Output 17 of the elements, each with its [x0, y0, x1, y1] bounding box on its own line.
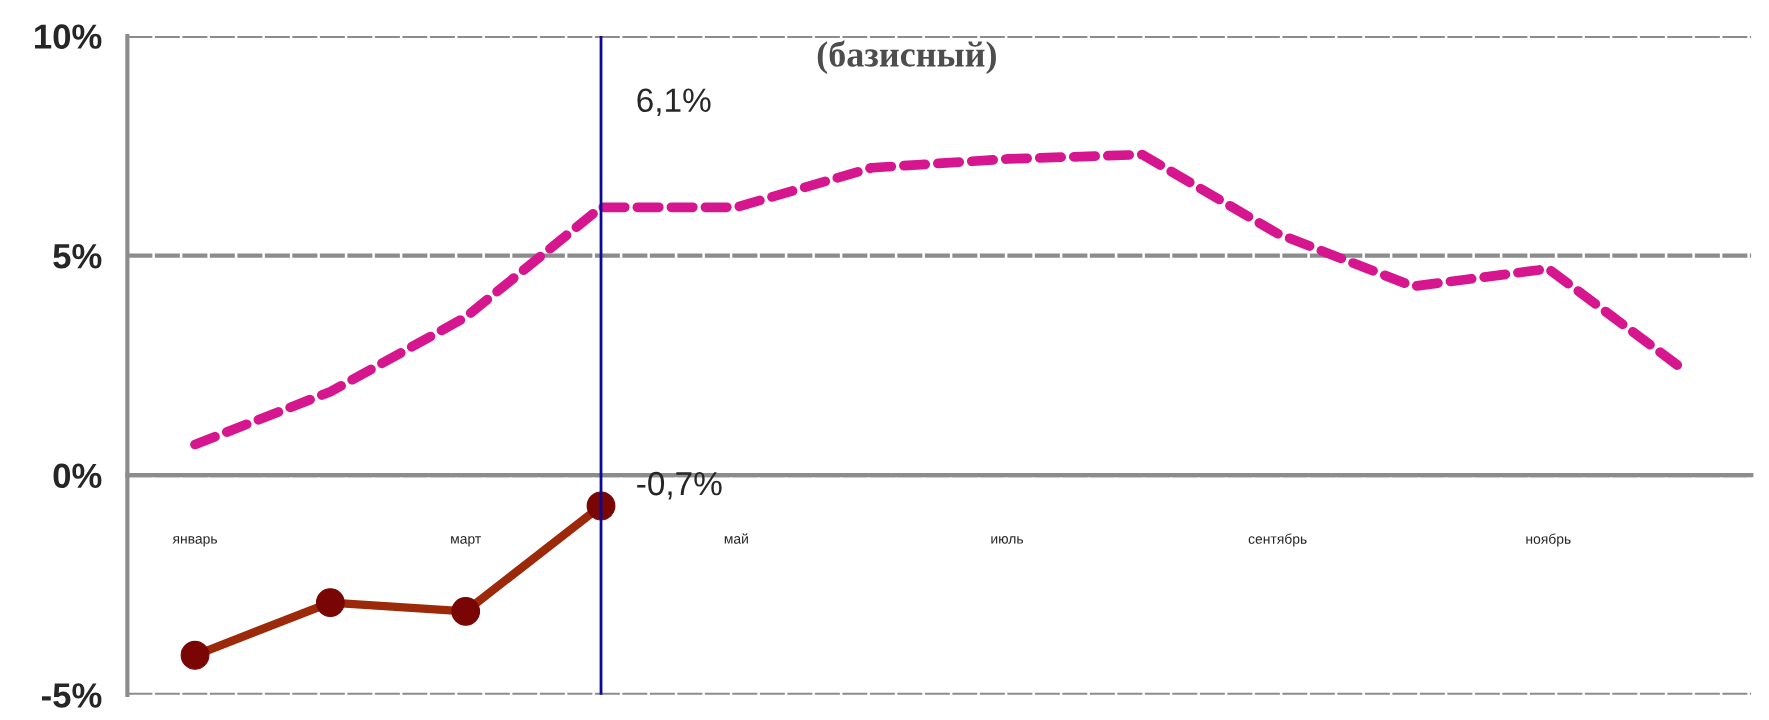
x-tick-label: январь — [172, 536, 218, 547]
chart-title: (базисный) — [817, 40, 996, 75]
y-tick-label: 0% — [53, 463, 102, 489]
y-tick-label: 10% — [35, 24, 102, 49]
x-tick-label: март — [451, 536, 481, 547]
x-tick-label: май — [724, 533, 748, 544]
point — [451, 596, 481, 626]
x-tick-label: сентябрь — [1248, 533, 1307, 547]
y-tick-label: 5% — [53, 244, 102, 269]
data-label: 6,1% — [637, 88, 711, 117]
point — [315, 588, 345, 617]
x-tick-label: июль — [991, 536, 1024, 544]
point — [586, 491, 616, 521]
point — [180, 640, 210, 670]
data-label: -0,7% — [637, 471, 722, 500]
y-tick-label: -5% — [41, 683, 102, 708]
x-tick-label: ноябрь — [1526, 533, 1571, 547]
